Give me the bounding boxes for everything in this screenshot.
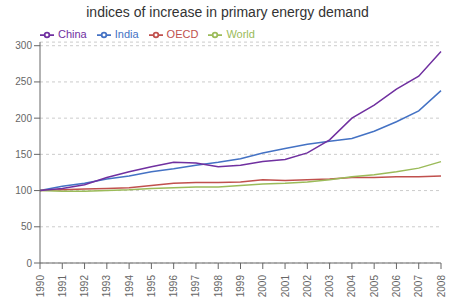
svg-text:1994: 1994 [124,275,135,298]
svg-text:2000: 2000 [257,275,268,298]
svg-text:200: 200 [15,113,32,124]
svg-text:2007: 2007 [413,275,424,298]
svg-text:1997: 1997 [190,275,201,298]
svg-text:2003: 2003 [324,275,335,298]
svg-text:2002: 2002 [302,275,313,298]
svg-text:2008: 2008 [436,275,447,298]
html-text:OECD: OECD [166,28,199,40]
html-text:China: China [58,28,87,40]
svg-text:300: 300 [15,40,32,51]
svg-text:250: 250 [15,76,32,87]
svg-text:100: 100 [15,185,32,196]
svg-text:50: 50 [21,221,33,232]
svg-text:1993: 1993 [101,275,112,298]
svg-text:1998: 1998 [213,275,224,298]
svg-text:1995: 1995 [146,275,157,298]
svg-text:2006: 2006 [391,275,402,298]
svg-text:1990: 1990 [35,275,46,298]
svg-text:0: 0 [26,258,32,269]
svg-text:150: 150 [15,149,32,160]
svg-text:2005: 2005 [369,275,380,298]
html-text:indices of increase in primary: indices of increase in primary energy de… [86,4,369,20]
svg-text:1996: 1996 [168,275,179,298]
svg-text:2001: 2001 [280,275,291,298]
svg-text:1999: 1999 [235,275,246,298]
svg-text:1992: 1992 [79,275,90,298]
html-text:World: World [226,28,255,40]
svg-text:1991: 1991 [57,275,68,298]
html-text:India: India [114,28,139,40]
svg-text:2004: 2004 [346,275,357,298]
